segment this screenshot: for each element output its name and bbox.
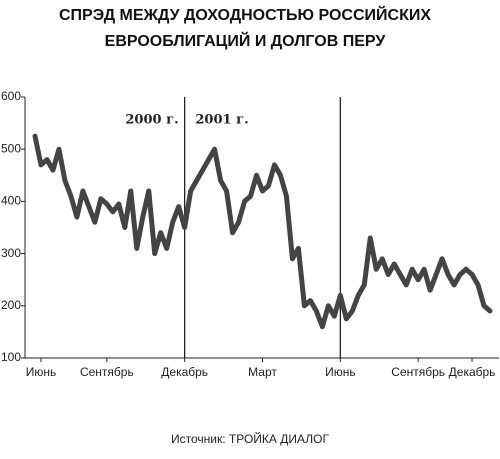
annotation: 2000 г.: [125, 113, 178, 128]
x-tick-label: Сентябрь: [391, 365, 445, 379]
annotation: 2001 г.: [195, 113, 248, 128]
y-tick-label: 100: [1, 350, 21, 364]
x-tick-label: Декабрь: [449, 365, 496, 379]
x-tick-label: Июнь: [26, 365, 57, 379]
chart-title: СПРЭД МЕЖДУ ДОХОДНОСТЬЮ РОССИЙСКИХ: [59, 5, 431, 24]
y-tick-label: 400: [1, 194, 21, 208]
y-tick-label: 300: [1, 246, 21, 260]
y-tick-label: 200: [1, 298, 21, 312]
x-tick-label: Март: [248, 365, 277, 379]
source: Источник: ТРОЙКА ДИАЛОГ: [171, 431, 329, 446]
x-tick-label: Сентябрь: [80, 365, 134, 379]
x-tick-label: Декабрь: [161, 365, 208, 379]
line: [32, 133, 493, 330]
chart-title: ЕВРООБЛИГАЦИЙ И ДОЛГОВ ПЕРУ: [105, 31, 387, 50]
x-tick-label: Июнь: [325, 365, 356, 379]
y-tick-label: 600: [1, 89, 21, 103]
y-tick-label: 500: [1, 141, 21, 155]
